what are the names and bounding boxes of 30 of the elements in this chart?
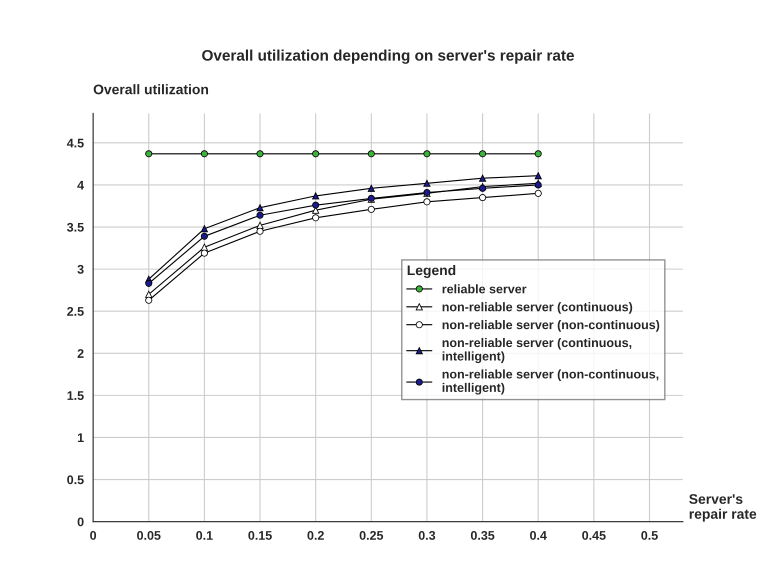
- x-tick-label: 0.05: [137, 531, 161, 540]
- y-tick-label: 1: [78, 433, 84, 442]
- y-tick-label: 3.5: [67, 222, 84, 232]
- legend-title: Legend: [408, 264, 456, 278]
- y-tick-label: 0.5: [67, 475, 84, 484]
- legend-label: non-reliable server (non-continuous): [442, 320, 660, 332]
- legend-label: reliable server: [442, 284, 526, 294]
- y-tick-label: 2.5: [67, 307, 84, 316]
- x-tick-label: 0.4: [530, 531, 547, 540]
- x-axis-title: Server's repair rate: [689, 494, 756, 522]
- chart-title: Overall utilization depending on server's repair rate: [202, 50, 574, 64]
- y-tick-label: 1.5: [68, 391, 84, 400]
- x-tick-label: 0.3: [418, 531, 436, 540]
- y-tick-label: 2: [78, 349, 84, 358]
- y-axis-title: Overall utilization: [94, 84, 208, 94]
- x-tick-label: 0: [90, 531, 96, 540]
- x-tick-label: 0.1: [196, 531, 213, 540]
- x-tick-label: 0.2: [307, 531, 324, 540]
- legend-label: non-reliable server (continuous, intelligent): [442, 338, 632, 364]
- y-tick-label: 0: [78, 517, 84, 526]
- legend-label: non-reliable server (continuous): [442, 302, 632, 314]
- x-tick-label: 0.45: [582, 531, 606, 540]
- x-tick-label: 0.15: [248, 531, 272, 540]
- legend-label: non-reliable server (non-continuous, intelligent): [442, 369, 658, 395]
- y-tick-label: 3: [77, 264, 84, 274]
- y-tick-label: 4: [77, 180, 84, 190]
- x-tick-label: 0.35: [470, 531, 494, 540]
- x-tick-label: 0.5: [641, 531, 658, 540]
- y-tick-label: 4.5: [66, 138, 84, 148]
- x-tick-label: 0.25: [360, 531, 384, 540]
